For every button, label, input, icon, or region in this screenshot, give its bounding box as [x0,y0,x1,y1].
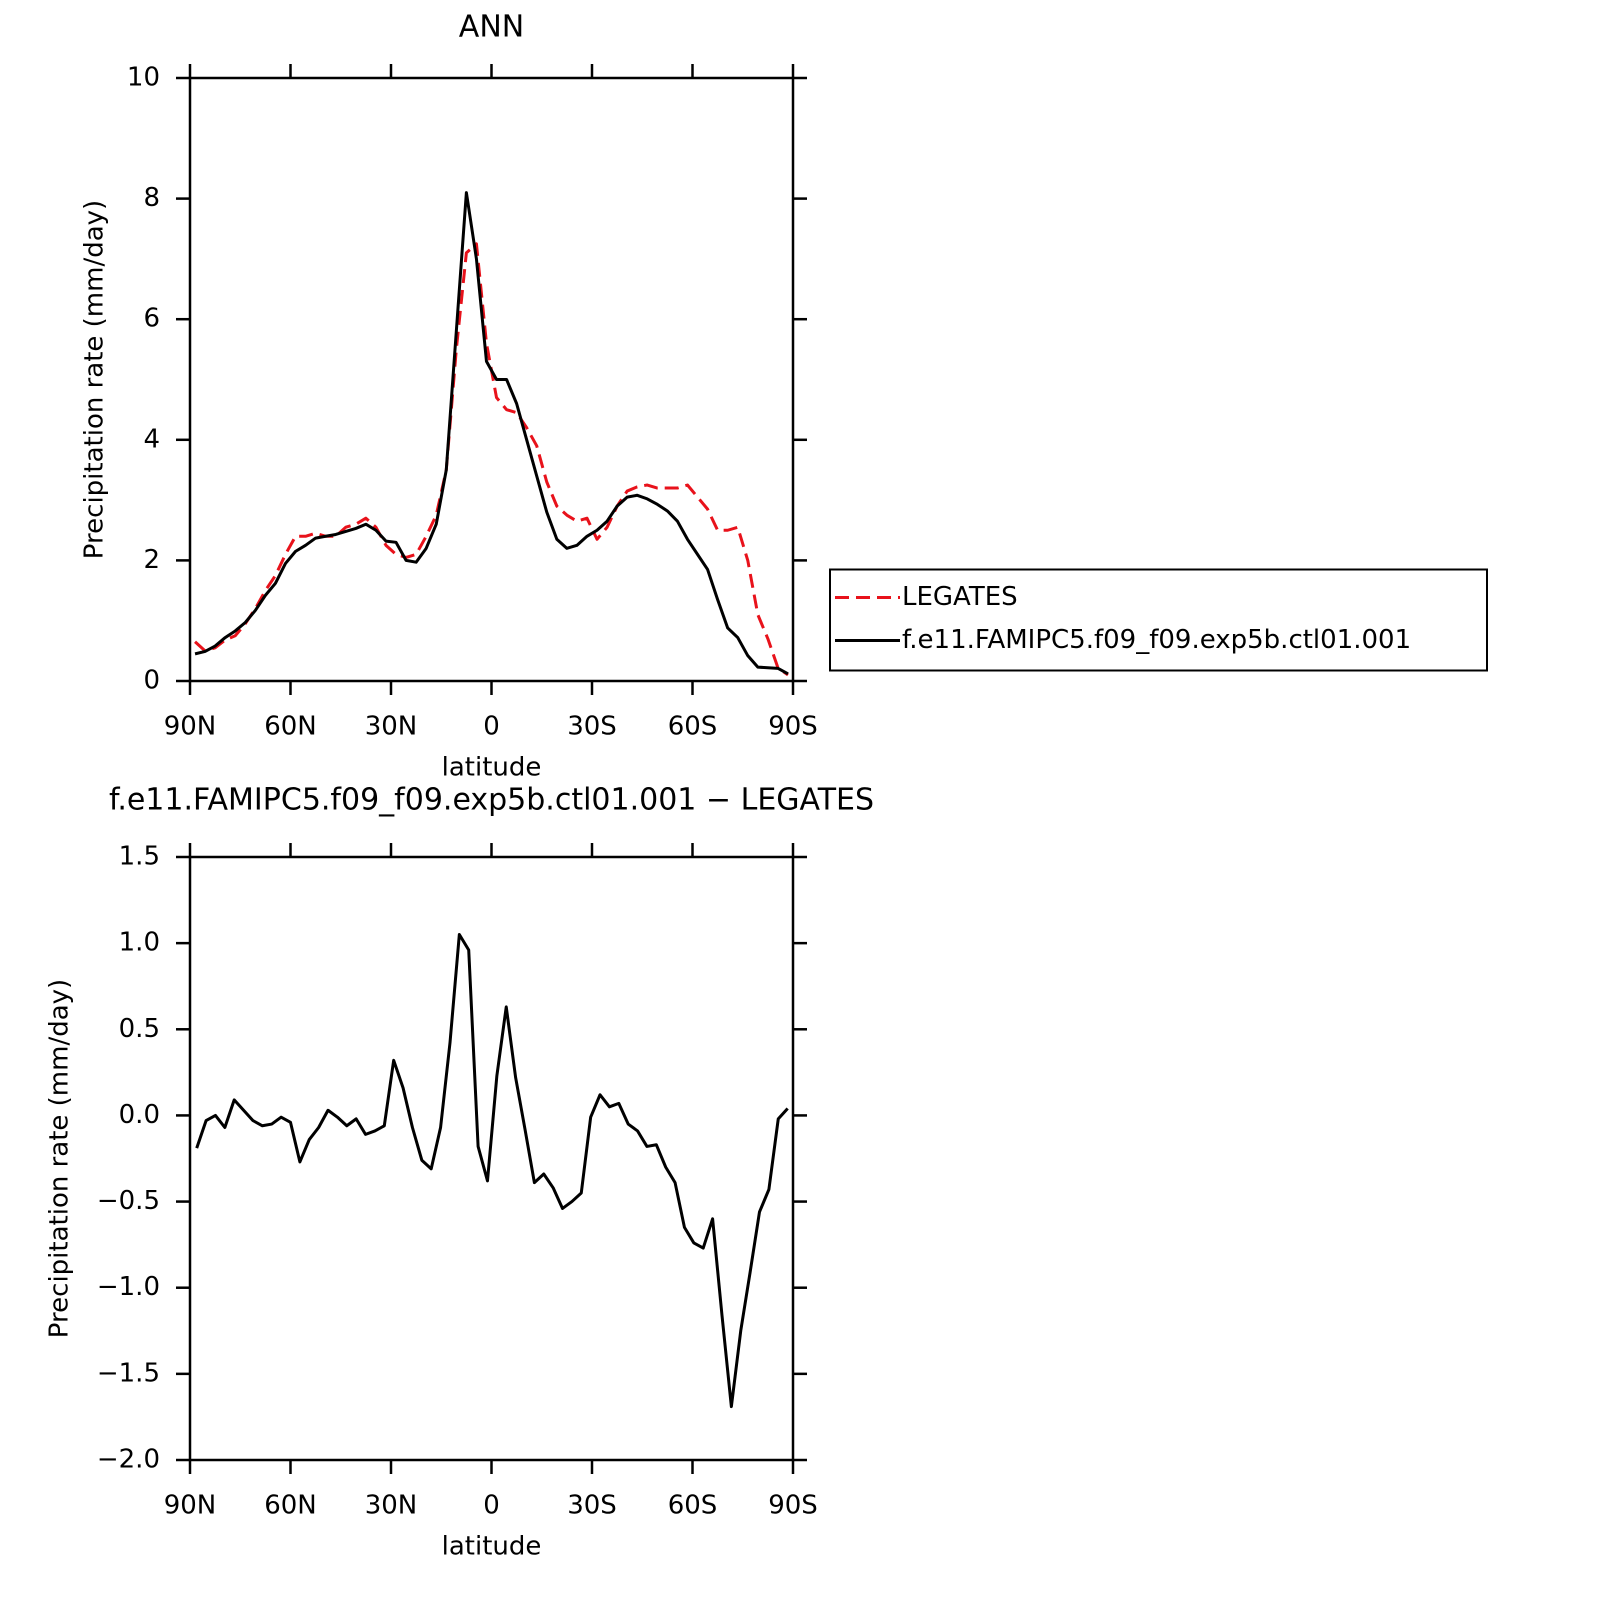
legend-label: LEGATES [902,582,1018,612]
x-tick-label: 30N [365,1491,418,1521]
x-tick-label: 90S [768,1491,818,1521]
chart-title: ANN [459,10,524,45]
x-tick-label: 60S [668,712,718,742]
y-axis-label: Precipitation rate (mm/day) [80,200,110,559]
y-tick-label: 0.0 [119,1100,160,1130]
x-tick-label: 0 [483,1491,500,1521]
x-axis-label: latitude [442,1532,542,1562]
y-tick-label: −1.5 [97,1358,160,1388]
y-tick-label: 8 [143,183,160,213]
data-line [194,242,789,677]
y-tick-label: 10 [127,63,160,93]
y-tick-label: 1.0 [119,928,160,958]
x-axis-label: latitude [442,753,542,783]
y-tick-label: 0 [143,666,160,696]
x-tick-label: 90N [164,1491,217,1521]
y-tick-label: −1.0 [97,1272,160,1302]
data-line [195,933,789,1409]
plot-frame [188,855,795,1462]
plot-frame [188,76,795,683]
y-tick-label: −0.5 [97,1186,160,1216]
y-tick-label: −2.0 [97,1445,160,1475]
x-tick-label: 30N [365,712,418,742]
y-tick-label: 2 [143,545,160,575]
data-line [194,191,789,676]
x-tick-label: 90N [164,712,217,742]
x-tick-label: 90S [768,712,818,742]
legend-box [829,568,1488,672]
y-tick-label: 6 [143,304,160,334]
y-axis-label: Precipitation rate (mm/day) [45,979,75,1338]
y-tick-label: 1.5 [119,842,160,872]
x-tick-label: 0 [483,712,500,742]
x-tick-label: 30S [567,712,617,742]
x-tick-label: 60N [264,1491,317,1521]
y-tick-label: 0.5 [119,1014,160,1044]
y-tick-label: 4 [143,424,160,454]
x-tick-label: 60N [264,712,317,742]
chart-title: f.e11.FAMIPC5.f09_f09.exp5b.ctl01.001 − … [109,783,874,818]
legend-label: f.e11.FAMIPC5.f09_f09.exp5b.ctl01.001 [902,625,1411,655]
x-tick-label: 60S [668,1491,718,1521]
x-tick-label: 30S [567,1491,617,1521]
